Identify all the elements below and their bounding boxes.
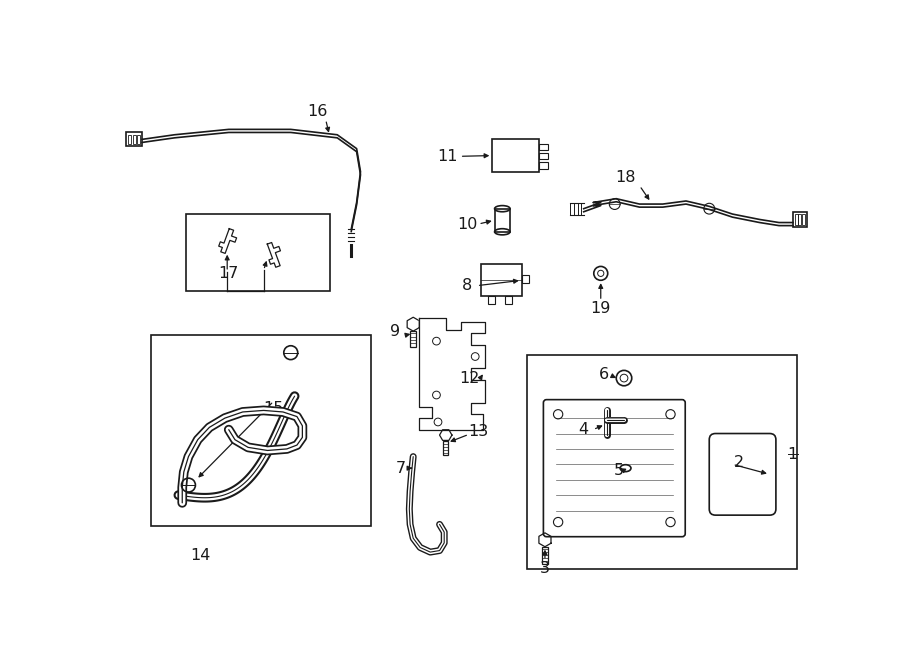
Bar (539, 144, 548, 150)
Bar (138, 135, 140, 144)
Text: 2: 2 (734, 455, 743, 470)
Text: 7: 7 (396, 461, 406, 476)
Bar (539, 163, 548, 169)
Bar (488, 297, 495, 304)
Bar (542, 547, 548, 564)
Bar (527, 355, 796, 569)
Text: 8: 8 (463, 278, 473, 293)
Text: 11: 11 (437, 149, 457, 164)
Bar (492, 139, 539, 172)
Bar (798, 214, 802, 225)
Bar (132, 135, 136, 144)
Text: 4: 4 (579, 422, 589, 437)
Bar (539, 153, 548, 159)
Text: 9: 9 (391, 325, 401, 339)
Bar (443, 442, 448, 455)
Bar (522, 275, 529, 283)
Bar (793, 212, 807, 227)
Text: 19: 19 (590, 301, 611, 316)
Bar (795, 214, 797, 225)
Text: 10: 10 (457, 217, 478, 231)
Text: 18: 18 (616, 171, 635, 185)
Bar (410, 331, 417, 346)
Text: 6: 6 (598, 367, 609, 382)
Text: 5: 5 (614, 463, 624, 478)
Text: 17: 17 (219, 266, 238, 281)
Text: 1: 1 (787, 447, 797, 462)
Text: 12: 12 (459, 371, 479, 385)
Bar (128, 135, 131, 144)
Bar (505, 297, 512, 304)
Bar (802, 214, 806, 225)
Text: 3: 3 (540, 561, 550, 576)
Bar (482, 264, 522, 297)
Bar (151, 335, 371, 526)
Text: 16: 16 (308, 104, 328, 119)
Text: 14: 14 (190, 548, 211, 563)
Bar (126, 132, 142, 146)
Text: 13: 13 (468, 424, 489, 440)
Bar (495, 209, 510, 232)
Polygon shape (418, 318, 484, 430)
Text: 15: 15 (264, 401, 284, 416)
Bar (186, 214, 329, 291)
